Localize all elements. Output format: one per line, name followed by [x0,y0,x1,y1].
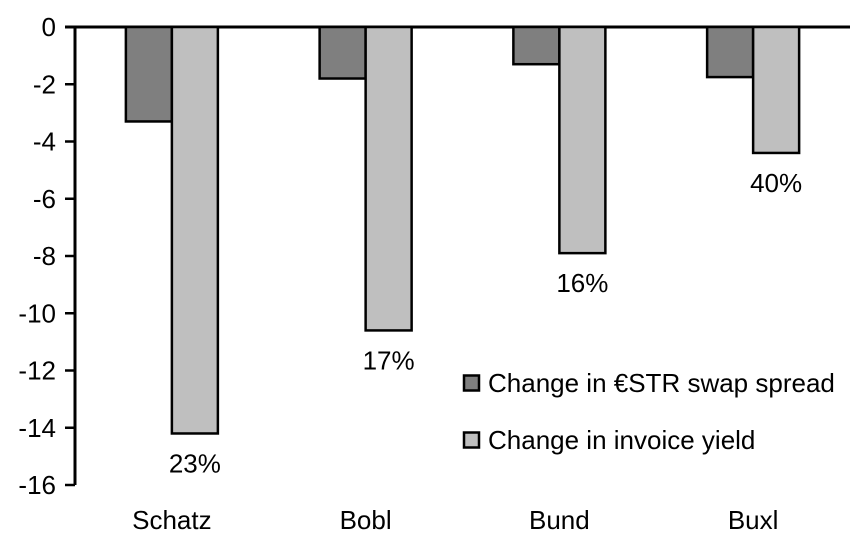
x-axis-label-bobl: Bobl [340,505,392,535]
bar-buxl-change-in-str-swap-spread [705,25,755,79]
bar-value-label-bobl: 17% [363,345,415,375]
bar-value-label-schatz: 23% [169,448,221,478]
x-axis-label-buxl: Buxl [728,505,779,535]
y-axis-tick-label: -16 [18,470,56,500]
bar-schatz-change-in-str-swap-spread [124,25,174,123]
y-axis-tick-label: -8 [33,241,56,271]
legend-label-change-in-invoice-yield: Change in invoice yield [488,425,755,455]
y-axis-tick-label: -2 [33,69,56,99]
legend-label-change-in-str-swap-spread: Change in €STR swap spread [488,368,835,398]
legend-swatch-change-in-invoice-yield [462,431,481,449]
legend-swatch-change-in-str-swap-spread [462,374,481,392]
bar-value-label-buxl: 40% [750,168,802,198]
y-axis-tick-label: -12 [18,356,56,386]
bar-bobl-change-in-invoice-yield [364,25,413,332]
bar-bund-change-in-str-swap-spread [512,25,561,66]
bar-schatz-change-in-invoice-yield [170,25,220,435]
y-axis-tick-label: -10 [18,298,56,328]
bar-bund-change-in-invoice-yield [558,25,607,255]
y-axis-tick-label: 0 [42,12,56,42]
bar-buxl-change-in-invoice-yield [751,25,801,155]
y-axis-tick-label: -14 [18,413,56,443]
x-axis-label-schatz: Schatz [132,505,212,535]
x-axis-label-bund: Bund [529,505,590,535]
bar-value-label-bund: 16% [556,268,608,298]
y-axis-tick-label: -6 [33,184,56,214]
y-axis-tick-label: -4 [33,127,56,157]
bar-bobl-change-in-str-swap-spread [318,25,367,80]
